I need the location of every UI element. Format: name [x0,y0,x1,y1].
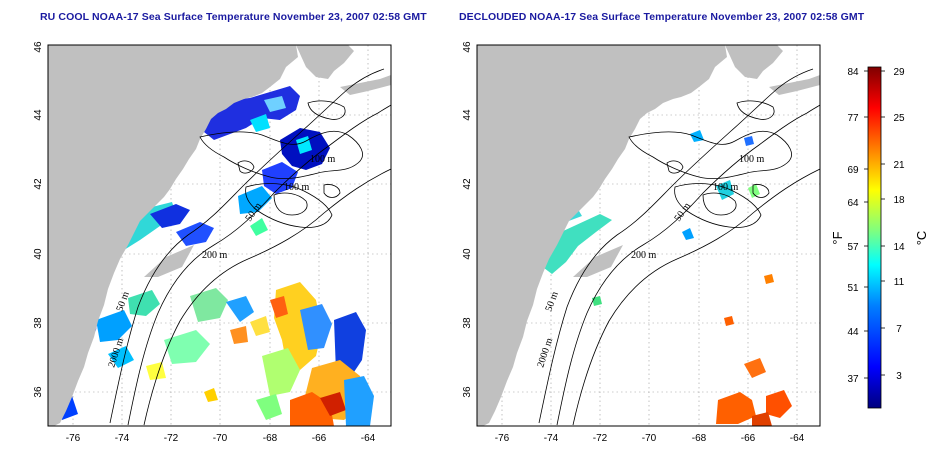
lat-tick: 42 [33,178,44,190]
title-right: DECLOUDED NOAA-17 Sea Surface Temperatur… [459,11,865,23]
lat-tick: 36 [462,386,473,398]
fahrenheit-unit-label: °F [830,231,845,244]
lon-tick: -66 [741,433,756,444]
lon-tick: -74 [115,433,130,444]
lat-tick: 44 [462,109,473,121]
lon-tick: -70 [213,433,228,444]
contour-label: 200 m [202,250,228,261]
celsius-tick: 14 [893,242,905,253]
celsius-tick: 3 [896,371,902,382]
left-map-panel: 100 m 100 m 50 m 200 m 50 m 2000 m -76 -… [33,41,392,444]
celsius-ticks: 29 25 21 18 14 11 7 3 [893,67,905,382]
celsius-tick: 11 [894,277,905,288]
title-left: RU COOL NOAA-17 Sea Surface Temperature … [40,11,427,23]
celsius-tick: 29 [893,67,905,78]
lat-tick: 46 [33,41,44,53]
lon-tick: -74 [544,433,559,444]
lat-tick: 40 [462,248,473,260]
lat-tick: 46 [462,41,473,53]
lat-tick: 42 [462,178,473,190]
celsius-unit-label: °C [914,231,929,246]
fahrenheit-tick: 84 [847,67,859,78]
fahrenheit-tick: 64 [847,198,859,209]
lon-tick: -68 [692,433,707,444]
left-lat-ticks: 36 38 40 42 44 46 [33,41,44,398]
contour-label: 100 m [284,182,310,193]
celsius-tick: 25 [893,113,905,124]
right-map-panel: 100 m 100 m 50 m 200 m 50 m 2000 m -76 -… [462,41,821,444]
lat-tick: 36 [33,386,44,398]
lat-tick: 38 [33,317,44,329]
lon-tick: -68 [263,433,278,444]
fahrenheit-tick: 44 [847,327,859,338]
lon-tick: -76 [495,433,510,444]
lon-tick: -70 [642,433,657,444]
lat-tick: 40 [33,248,44,260]
right-sst-data [488,130,792,426]
colorbar: 84 77 69 64 57 51 44 37 29 25 21 18 14 1… [830,66,929,409]
celsius-tick: 21 [893,160,905,171]
lon-tick: -72 [164,433,179,444]
fahrenheit-tick: 57 [847,242,859,253]
lon-tick: -64 [790,433,805,444]
fahrenheit-ticks: 84 77 69 64 57 51 44 37 [847,67,859,385]
lat-tick: 44 [33,109,44,121]
colorbar-gradient [867,66,882,409]
lon-tick: -64 [361,433,376,444]
contour-label: 100 m [713,182,739,193]
left-lon-ticks: -76 -74 -72 -70 -68 -66 -64 [66,433,376,444]
right-lat-ticks: 36 38 40 42 44 46 [462,41,473,398]
fahrenheit-tick: 77 [847,113,859,124]
celsius-tick: 18 [893,195,905,206]
contour-label: 100 m [739,154,765,165]
lon-tick: -66 [312,433,327,444]
fahrenheit-tick: 37 [847,374,859,385]
right-lon-ticks: -76 -74 -72 -70 -68 -66 -64 [495,433,805,444]
contour-label: 200 m [631,250,657,261]
lat-tick: 38 [462,317,473,329]
fahrenheit-tick: 51 [847,283,859,294]
contour-label: 100 m [310,154,336,165]
lon-tick: -72 [593,433,608,444]
celsius-tick: 7 [896,324,902,335]
lon-tick: -76 [66,433,81,444]
fahrenheit-tick: 69 [847,165,859,176]
